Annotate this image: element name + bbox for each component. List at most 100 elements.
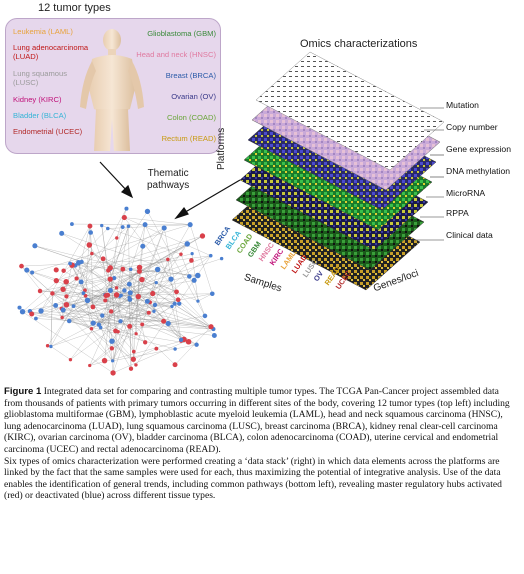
network-edge	[40, 281, 67, 312]
network-edge	[110, 267, 182, 340]
network-node	[68, 357, 73, 362]
network-node	[140, 322, 145, 327]
caption-text: Integrated data set for comparing and co…	[4, 386, 510, 455]
network-node	[103, 293, 109, 299]
network-node	[202, 313, 208, 319]
network-node	[49, 344, 53, 349]
network-node	[140, 243, 146, 249]
network-edge	[112, 269, 124, 361]
network-node	[124, 206, 129, 211]
network-node	[219, 256, 224, 261]
network-node	[83, 288, 87, 293]
network-node	[190, 252, 194, 256]
network-edge	[107, 224, 191, 229]
omics-title: Omics characterizations	[300, 38, 418, 50]
tumor-label-read: Rectum (READ)	[161, 134, 216, 143]
network-edge	[110, 290, 139, 297]
network-edge	[102, 258, 113, 342]
network-node	[59, 230, 65, 236]
network-edge	[91, 253, 131, 270]
network-edge	[156, 282, 212, 327]
network-node	[185, 338, 192, 345]
network-edge	[112, 344, 197, 362]
network-node	[30, 270, 35, 275]
network-node	[53, 267, 59, 273]
network-node	[128, 366, 134, 371]
network-edge	[76, 226, 91, 279]
network-node	[68, 261, 72, 266]
network-edge	[157, 269, 211, 328]
network-node	[146, 310, 151, 315]
network-edge	[32, 224, 191, 273]
human-body-illustration	[80, 29, 144, 151]
network-node	[199, 233, 206, 239]
network-node	[100, 223, 104, 228]
network-edge	[85, 226, 91, 296]
network-edge	[100, 279, 143, 328]
network-node	[211, 333, 217, 338]
network-node	[70, 222, 74, 226]
network-node	[135, 293, 141, 300]
network-node	[53, 302, 59, 308]
network-node	[189, 258, 194, 263]
network-node	[60, 286, 66, 293]
network-node	[161, 225, 167, 231]
network-node	[166, 257, 170, 262]
network-edge	[100, 278, 115, 328]
network-edge	[154, 259, 169, 305]
network-node	[187, 222, 193, 228]
network-edge	[61, 308, 113, 361]
network-edge	[120, 295, 197, 345]
pathways-label: Thematic pathways	[147, 168, 190, 191]
network-node	[60, 315, 64, 320]
network-node	[38, 308, 44, 314]
network-node	[191, 277, 197, 283]
network-edge	[116, 294, 179, 300]
network-edge	[130, 282, 157, 294]
network-node	[76, 262, 81, 266]
network-edge	[124, 217, 172, 280]
network-edge	[47, 293, 84, 346]
layer-label-clinical: Clinical data	[446, 230, 493, 240]
network-edge	[197, 293, 213, 302]
network-edge	[61, 294, 106, 309]
network-edge	[171, 306, 182, 342]
network-node	[126, 281, 132, 287]
network-node	[113, 292, 120, 298]
network-edge	[110, 226, 129, 280]
network-node	[106, 226, 110, 231]
network-node	[50, 291, 55, 296]
network-node	[128, 267, 133, 272]
network-edge	[31, 313, 101, 328]
network-node	[170, 304, 174, 309]
network-edge	[174, 326, 212, 365]
network-node	[144, 208, 151, 215]
network-node	[178, 337, 184, 342]
network-edge	[147, 211, 206, 317]
network-edge	[87, 300, 182, 340]
network-edge	[144, 224, 179, 300]
network-edge	[89, 295, 122, 366]
tumor-label-brca: Breast (BRCA)	[165, 71, 216, 80]
layer-label-rppa: RPPA	[446, 208, 469, 218]
network-edge	[52, 227, 165, 294]
network-node	[19, 309, 26, 315]
network-node	[111, 359, 115, 363]
tumor-labels-left: Leukemia (LAML) Lung adenocarcinoma (LUA…	[13, 27, 88, 136]
network-node	[109, 346, 115, 351]
network-edge	[104, 237, 117, 361]
network-edge	[52, 293, 146, 343]
network-edge	[163, 227, 177, 292]
network-node	[208, 253, 213, 258]
network-node	[107, 287, 114, 293]
tumor-label-laml: Leukemia (LAML)	[13, 27, 73, 36]
network-node	[107, 276, 113, 282]
network-edge	[22, 311, 114, 374]
network-node	[78, 279, 84, 285]
network-edge	[40, 290, 84, 294]
network-edge	[124, 217, 191, 225]
network-edge	[35, 318, 214, 330]
network-node	[74, 276, 79, 281]
network-edge	[22, 294, 106, 312]
network-node	[114, 286, 119, 290]
